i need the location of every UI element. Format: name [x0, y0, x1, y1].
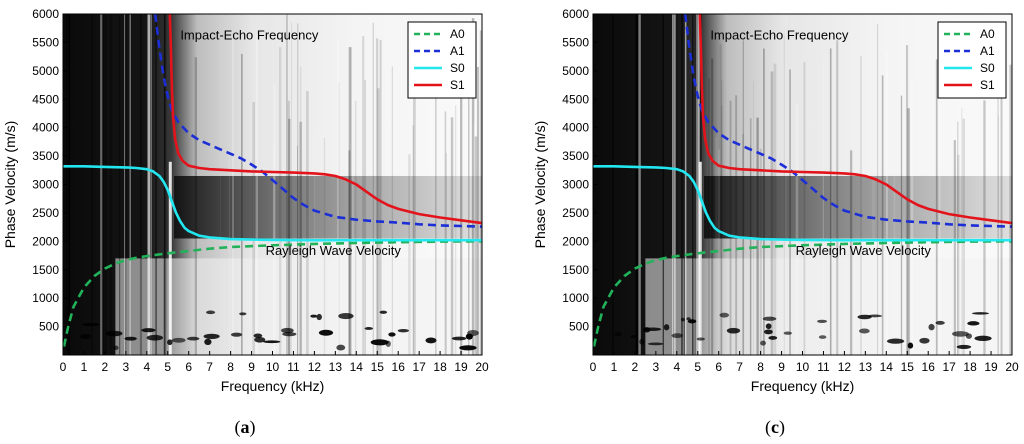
y-tick-label: 5500 [562, 35, 589, 49]
series-line-S1 [168, 14, 482, 225]
y-tick-label: 5000 [32, 64, 59, 78]
annotation-impact-echo: Impact-Echo Frequency [180, 28, 319, 43]
x-tick-label: 3 [653, 360, 660, 374]
x-tick-label: 2 [102, 360, 109, 374]
x-tick-label: 19 [454, 360, 468, 374]
x-axis-label: Frequency (kHz) [751, 378, 854, 394]
y-tick-label: 500 [39, 320, 59, 334]
x-tick-label: 20 [1005, 360, 1019, 374]
y-tick-label: 1000 [32, 291, 59, 305]
legend-label-S1: S1 [450, 78, 465, 92]
x-tick-label: 15 [371, 360, 385, 374]
y-tick-label: 4500 [562, 92, 589, 106]
annotation-rayleigh: Rayleigh Wave Velocity [266, 243, 402, 258]
y-tick-label: 3500 [562, 149, 589, 163]
x-tick-label: 2 [632, 360, 639, 374]
chart-panel-c: 0 1 2 3 4 5 6 7 8 9 10 11 12 13 14 15 16 17 18 19 2050010001… [532, 7, 1019, 438]
x-tick-label: 17 [942, 360, 956, 374]
legend-label-A1: A1 [980, 44, 995, 58]
y-tick-label: 1500 [562, 263, 589, 277]
y-tick-label: 6000 [32, 7, 59, 21]
x-tick-label: 10 [266, 360, 280, 374]
y-axis-label: Phase Velocity (m/s) [532, 121, 548, 249]
x-tick-label: 9 [248, 360, 255, 374]
series-line-A0 [593, 240, 1012, 347]
x-tick-label: 15 [901, 360, 915, 374]
x-tick-label: 12 [308, 360, 322, 374]
panel-caption: (a) [235, 417, 256, 438]
x-tick-label: 18 [963, 360, 977, 374]
x-tick-label: 13 [329, 360, 343, 374]
x-tick-label: 6 [715, 360, 722, 374]
x-tick-label: 18 [433, 360, 447, 374]
y-tick-label: 3000 [562, 178, 589, 192]
x-tick-label: 1 [81, 360, 88, 374]
y-tick-label: 1500 [32, 263, 59, 277]
x-tick-label: 12 [838, 360, 852, 374]
y-tick-label: 500 [569, 320, 589, 334]
legend-label-A0: A0 [450, 27, 465, 41]
x-tick-label: 0 [60, 360, 67, 374]
y-tick-label: 4500 [32, 92, 59, 106]
legend-label-S1: S1 [980, 78, 995, 92]
x-tick-label: 16 [922, 360, 936, 374]
y-tick-label: 6000 [562, 7, 589, 21]
x-tick-label: 11 [287, 360, 300, 374]
series-line-S0 [63, 165, 482, 242]
y-tick-label: 1000 [562, 291, 589, 305]
x-tick-label: 9 [778, 360, 785, 374]
x-tick-label: 8 [757, 360, 764, 374]
legend: A0 A1 S0 S1 [407, 21, 477, 99]
chart-panel-a: 0 1 2 3 4 5 6 7 8 9 10 11 12 13 14 15 16 17 18 19 2050010001… [2, 7, 489, 438]
y-axis-label: Phase Velocity (m/s) [2, 121, 18, 249]
x-tick-label: 1 [611, 360, 618, 374]
y-tick-label: 4000 [562, 121, 589, 135]
x-tick-label: 13 [859, 360, 873, 374]
y-tick-label: 2000 [562, 234, 589, 248]
series-line-S0 [593, 165, 1012, 242]
x-tick-label: 17 [412, 360, 426, 374]
x-tick-label: 16 [392, 360, 406, 374]
y-tick-label: 3000 [32, 178, 59, 192]
series-line-A0 [63, 240, 482, 347]
legend: A0 A1 S0 S1 [937, 21, 1007, 99]
legend-label-S0: S0 [980, 61, 995, 75]
y-tick-label: 5500 [32, 35, 59, 49]
x-tick-label: 4 [143, 360, 150, 374]
y-tick-label: 4000 [32, 121, 59, 135]
x-tick-label: 7 [736, 360, 743, 374]
x-tick-label: 3 [123, 360, 130, 374]
series-line-S1 [698, 14, 1012, 225]
x-axis-label: Frequency (kHz) [221, 378, 324, 394]
x-tick-label: 5 [164, 360, 171, 374]
x-tick-label: 19 [984, 360, 998, 374]
y-tick-label: 2500 [32, 206, 59, 220]
x-tick-label: 14 [350, 360, 364, 374]
x-tick-label: 20 [475, 360, 489, 374]
x-tick-label: 6 [185, 360, 192, 374]
y-tick-label: 5000 [562, 64, 589, 78]
x-tick-label: 8 [227, 360, 234, 374]
annotation-impact-echo: Impact-Echo Frequency [710, 28, 849, 43]
annotation-rayleigh: Rayleigh Wave Velocity [796, 243, 932, 258]
x-tick-label: 7 [206, 360, 213, 374]
x-tick-label: 4 [673, 360, 680, 374]
y-tick-label: 2000 [32, 234, 59, 248]
legend-label-A0: A0 [980, 27, 995, 41]
x-tick-label: 11 [817, 360, 830, 374]
legend-label-S0: S0 [450, 61, 465, 75]
x-tick-label: 10 [796, 360, 810, 374]
x-tick-label: 0 [590, 360, 597, 374]
panel-caption: (c) [765, 417, 785, 438]
x-tick-label: 14 [880, 360, 894, 374]
y-tick-label: 3500 [32, 149, 59, 163]
x-tick-label: 5 [694, 360, 701, 374]
y-tick-label: 2500 [562, 206, 589, 220]
legend-label-A1: A1 [450, 44, 465, 58]
